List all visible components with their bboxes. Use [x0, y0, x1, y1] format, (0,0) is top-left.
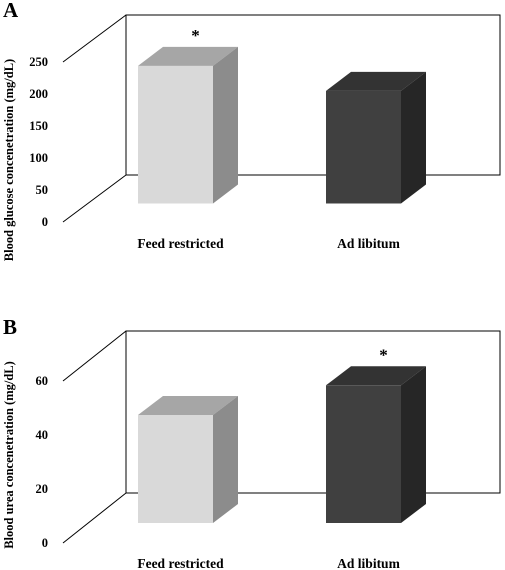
y-tick-label: 200 — [29, 87, 48, 101]
panel-a-x-labels: Feed restricted Ad libitum — [137, 236, 400, 251]
panel-a-bars: * — [138, 26, 426, 204]
panel-a-y-axis-title: Blood glucose concenetration (mg/dL) — [2, 59, 16, 261]
bar-front-face — [138, 415, 213, 523]
y-tick-label: 60 — [36, 374, 49, 388]
bar-front-face — [326, 90, 401, 204]
panel-b-x-labels: Feed restricted Ad libitum — [137, 556, 400, 570]
bar-side-face — [401, 71, 426, 204]
x-category-label: Ad libitum — [337, 236, 400, 251]
panel-b-y-axis-title: Blood urea concenetration (mg/dL) — [2, 361, 16, 549]
bar-feed-restricted: * — [138, 26, 238, 204]
bar-side-face — [213, 396, 238, 523]
y-tick-label: 50 — [36, 183, 49, 197]
y-tick-label: 40 — [36, 428, 49, 442]
floor-edge — [62, 174, 127, 223]
y-tick-label: 250 — [29, 55, 48, 69]
side-wall-top-edge — [62, 330, 127, 382]
panel-b-y-ticks: 0 20 40 60 — [36, 374, 49, 550]
bar-top-face — [138, 46, 238, 66]
y-tick-label: 0 — [42, 215, 48, 229]
panel-b-urea-chart: B Blood urea concenetration (mg/dL) 0 20 4… — [2, 315, 501, 570]
bar-side-face — [401, 366, 426, 523]
panel-a-y-ticks: 0 50 100 150 200 250 — [29, 55, 48, 229]
back-wall — [125, 330, 501, 494]
panel-b-bars: * — [138, 345, 426, 523]
bar-ad-libitum — [326, 71, 426, 204]
y-tick-label: 0 — [42, 536, 48, 550]
bar-feed-restricted — [138, 396, 238, 523]
bar-front-face — [138, 65, 213, 204]
bar-side-face — [213, 46, 238, 204]
y-tick-label: 20 — [36, 482, 49, 496]
panel-a-label: A — [3, 0, 19, 22]
bar-top-face — [326, 71, 426, 91]
bar-ad-libitum: * — [326, 345, 426, 523]
panel-b-label: B — [3, 315, 17, 339]
back-wall — [125, 14, 501, 176]
panel-b-frame — [62, 330, 501, 544]
significance-marker: * — [379, 345, 388, 364]
bar-top-face — [138, 396, 238, 415]
y-tick-label: 150 — [29, 119, 48, 133]
panel-a-frame — [62, 14, 501, 223]
x-category-label: Ad libitum — [337, 556, 400, 570]
x-category-label: Feed restricted — [137, 556, 224, 570]
side-wall-top-edge — [62, 14, 127, 63]
panel-a-glucose-chart: A Blood glucose concenetration (mg/dL) 0… — [2, 0, 501, 261]
bar-front-face — [326, 385, 401, 523]
significance-marker: * — [191, 26, 200, 45]
x-category-label: Feed restricted — [137, 236, 224, 251]
y-tick-label: 100 — [29, 151, 48, 165]
floor-edge — [62, 492, 127, 544]
bar-top-face — [326, 366, 426, 386]
